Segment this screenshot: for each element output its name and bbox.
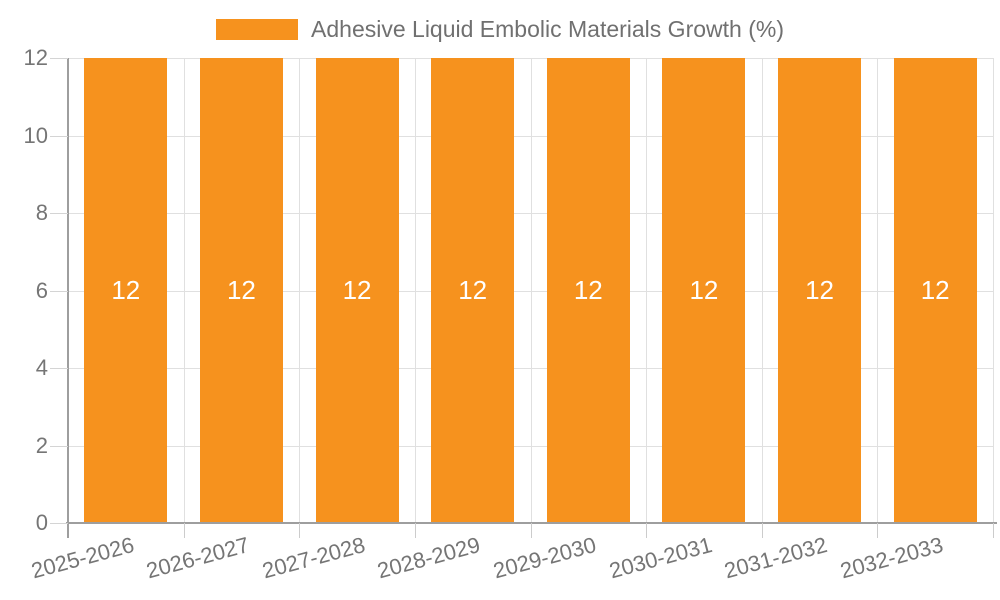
v-gridline: [530, 58, 532, 523]
y-axis-line: [67, 58, 69, 538]
x-axis-tick-label: 2031-2032: [721, 532, 831, 584]
x-axis-tick-label: 2027-2028: [259, 532, 368, 584]
y-axis-tick-label: 4: [35, 355, 48, 380]
bar-value-label: 12: [226, 275, 256, 305]
y-axis-tick-label: 0: [35, 510, 48, 535]
plot-area: 12 12 12 12 12 12 12 12: [68, 58, 994, 523]
x-tick-mark: [530, 523, 532, 538]
v-gridline: [877, 58, 879, 523]
bar-value-label: 12: [689, 275, 719, 305]
x-axis-tick-label: 2026-2027: [143, 532, 252, 584]
y-tick-mark: [50, 135, 68, 137]
y-tick-mark: [50, 58, 68, 59]
bar[interactable]: 12: [431, 58, 515, 523]
legend-label: Adhesive Liquid Embolic Materials Growth…: [311, 16, 784, 42]
y-tick-mark: [50, 290, 68, 292]
y-axis-tick-label: 6: [35, 277, 48, 303]
x-axis-tick-label: 2032-2033: [837, 532, 946, 584]
x-tick-mark: [414, 523, 416, 538]
bar[interactable]: 12: [315, 58, 399, 523]
x-tick-mark: [993, 523, 994, 538]
x-axis-tick-label: 2028-2029: [375, 532, 484, 584]
y-tick-mark: [50, 368, 68, 369]
bar[interactable]: 12: [199, 58, 283, 523]
x-tick-mark: [646, 523, 648, 538]
bar-value-label: 12: [573, 275, 603, 305]
bar-value-label: 12: [920, 275, 950, 305]
x-tick-mark: [183, 523, 185, 538]
legend-swatch: [216, 19, 299, 40]
y-axis-tick-label: 10: [23, 122, 48, 148]
bar[interactable]: 12: [778, 58, 862, 523]
y-axis-tick-label: 8: [35, 200, 48, 225]
v-gridline: [414, 58, 416, 523]
y-tick-mark: [50, 213, 68, 214]
y-tick-mark: [50, 523, 68, 524]
x-tick-mark: [761, 523, 763, 538]
bar[interactable]: 12: [893, 58, 977, 523]
x-axis-tick-label: 2025-2026: [28, 532, 137, 584]
x-axis-tick-label: 2029-2030: [490, 532, 599, 584]
bar-value-label: 12: [805, 275, 835, 305]
bar-value-label: 12: [342, 275, 372, 305]
y-axis-tick-label: 2: [35, 432, 48, 458]
bar[interactable]: 12: [546, 58, 630, 523]
bar[interactable]: 12: [84, 58, 168, 523]
v-gridline: [993, 58, 994, 523]
bar-value-label: 12: [458, 275, 488, 305]
x-axis-tick-label: 2030-2031: [606, 532, 715, 584]
bar-value-label: 12: [111, 275, 141, 305]
x-tick-mark: [299, 523, 301, 538]
y-tick-mark: [50, 445, 68, 447]
v-gridline: [299, 58, 301, 523]
v-gridline: [183, 58, 185, 523]
bar[interactable]: 12: [662, 58, 746, 523]
legend[interactable]: Adhesive Liquid Embolic Materials Growth…: [0, 16, 1000, 43]
x-tick-mark: [877, 523, 879, 538]
x-axis-line: [66, 522, 997, 524]
v-gridline: [646, 58, 648, 523]
v-gridline: [761, 58, 763, 523]
y-axis-tick-label: 12: [23, 45, 48, 70]
